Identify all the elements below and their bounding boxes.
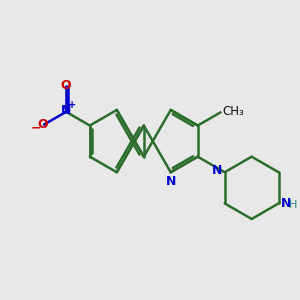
- Text: CH₃: CH₃: [222, 105, 244, 118]
- Text: N: N: [166, 175, 176, 188]
- Text: N: N: [280, 197, 291, 210]
- Text: N: N: [61, 104, 71, 117]
- Text: +: +: [68, 100, 76, 110]
- Text: H: H: [289, 200, 297, 210]
- Text: O: O: [38, 118, 48, 131]
- Text: O: O: [61, 79, 71, 92]
- Text: N: N: [212, 164, 222, 177]
- Text: −: −: [30, 122, 41, 135]
